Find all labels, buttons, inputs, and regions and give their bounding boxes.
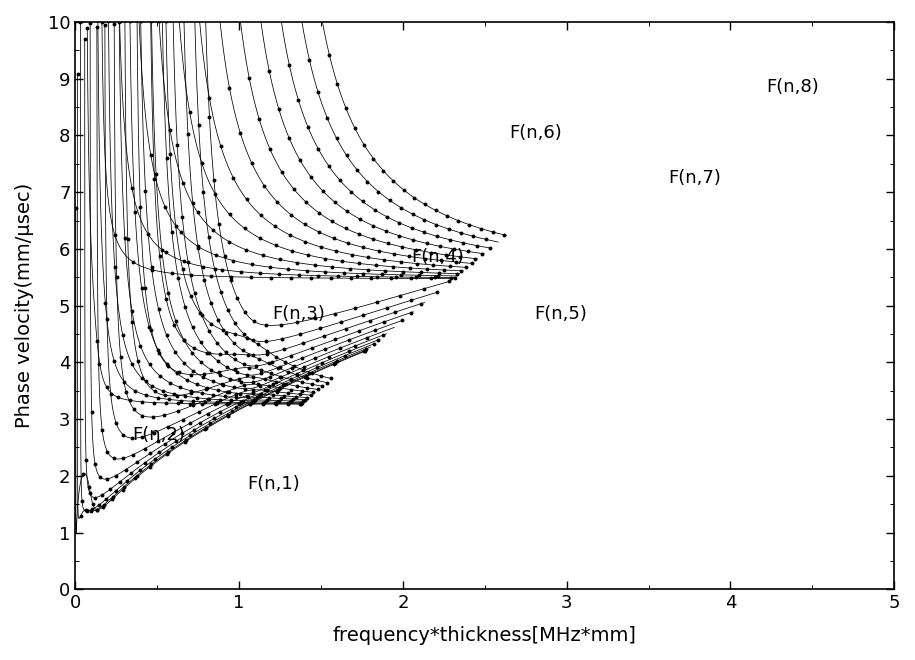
Text: F(n,6): F(n,6) xyxy=(510,123,562,142)
Text: F(n,7): F(n,7) xyxy=(668,169,721,187)
Text: F(n,8): F(n,8) xyxy=(767,79,819,96)
Text: F(n,4): F(n,4) xyxy=(411,248,464,267)
Text: F(n,2): F(n,2) xyxy=(133,426,186,444)
Y-axis label: Phase velocity(mm/μsec): Phase velocity(mm/μsec) xyxy=(15,183,34,428)
Text: F(n,3): F(n,3) xyxy=(272,305,325,323)
X-axis label: frequency*thickness[MHz*mm]: frequency*thickness[MHz*mm] xyxy=(333,626,637,645)
Text: F(n,1): F(n,1) xyxy=(247,475,300,493)
Text: F(n,5): F(n,5) xyxy=(534,305,587,323)
